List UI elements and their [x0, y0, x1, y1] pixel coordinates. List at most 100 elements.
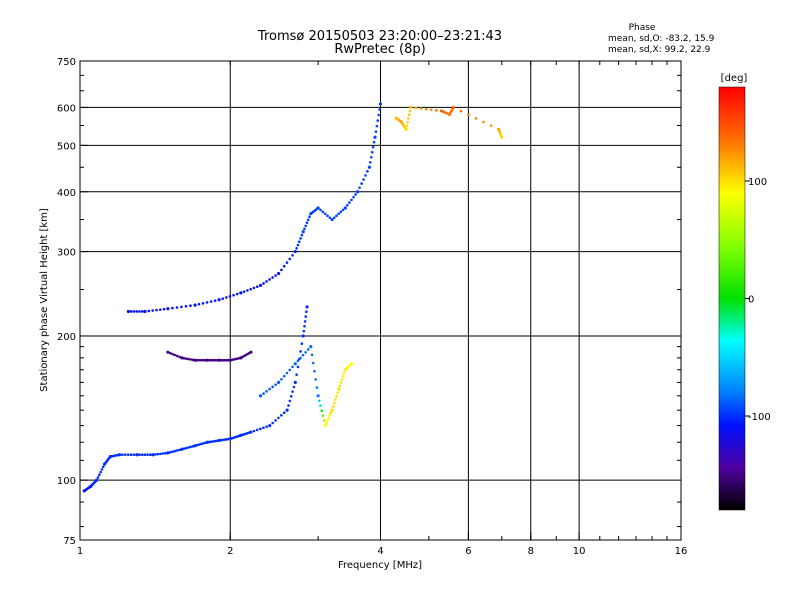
data-point: [301, 334, 305, 338]
data-point: [268, 278, 271, 281]
data-point: [99, 470, 102, 474]
data-point: [246, 289, 249, 292]
data-point: [373, 135, 377, 139]
y-tick-label: 400: [57, 188, 76, 199]
data-point: [225, 358, 228, 362]
data-point: [372, 140, 376, 144]
data-point: [217, 358, 221, 362]
data-point: [175, 449, 179, 452]
data-point: [358, 186, 361, 189]
data-point: [219, 358, 223, 362]
data-point: [140, 453, 144, 457]
data-point: [314, 378, 317, 381]
data-point: [339, 381, 343, 384]
data-point: [239, 291, 243, 295]
data-point: [424, 107, 428, 111]
data-point: [435, 109, 438, 112]
x-tick-label: 1: [77, 546, 83, 557]
data-point: [262, 282, 265, 285]
data-point: [291, 390, 294, 393]
data-point: [184, 304, 188, 308]
data-point: [375, 124, 379, 128]
data-point: [474, 117, 478, 120]
data-point: [132, 453, 136, 457]
data-point: [135, 310, 139, 313]
data-point: [164, 451, 167, 455]
y-tick-label: 300: [57, 248, 76, 259]
data-point: [316, 394, 320, 398]
data-point: [305, 310, 308, 314]
data-point: [282, 264, 286, 268]
data-point: [132, 310, 136, 313]
phase-stats-x: mean, sd,X: 99.2, 22.9: [608, 45, 711, 55]
colorbar-tick-label: 100: [748, 177, 767, 188]
data-point: [223, 358, 226, 362]
data-point: [252, 286, 256, 290]
data-point: [293, 250, 297, 254]
x-axis-label: Frequency [MHz]: [338, 560, 422, 571]
data-point: [201, 358, 205, 362]
data-point: [288, 368, 292, 372]
data-point: [189, 304, 192, 307]
data-point: [313, 369, 316, 373]
data-point: [339, 210, 343, 214]
y-tick-label: 600: [57, 103, 76, 114]
data-point: [376, 119, 380, 122]
data-point: [265, 390, 268, 393]
data-point: [258, 394, 263, 398]
data-point: [306, 218, 310, 222]
data-point: [323, 212, 327, 216]
data-point: [147, 309, 151, 313]
data-point: [184, 357, 188, 360]
data-point: [173, 449, 177, 453]
data-point: [297, 240, 301, 243]
data-point: [258, 283, 263, 288]
data-point: [175, 354, 179, 358]
data-point: [325, 421, 328, 425]
data-point: [271, 385, 274, 389]
data-point: [117, 453, 122, 457]
data-point: [255, 285, 259, 288]
data-point: [210, 440, 213, 443]
data-point: [166, 451, 170, 455]
chart-title-line1: Tromsø 20150503 23:20:00–23:21:43: [257, 29, 502, 44]
data-point: [280, 377, 283, 381]
data-point: [277, 380, 281, 384]
data-point: [277, 271, 281, 276]
data-point: [178, 355, 181, 359]
data-point: [197, 358, 201, 362]
data-point: [166, 307, 170, 311]
data-point: [268, 423, 272, 428]
colorbar-unit-label: [deg]: [721, 73, 748, 84]
data-point: [296, 359, 300, 363]
data-point: [378, 108, 381, 111]
data-point: [221, 297, 225, 300]
data-point: [173, 353, 177, 357]
data-point: [323, 423, 327, 428]
data-point: [301, 353, 305, 357]
data-point: [268, 387, 271, 391]
data-point: [333, 401, 336, 405]
data-point: [334, 398, 337, 401]
data-point: [407, 113, 411, 117]
data-point: [296, 365, 300, 369]
data-point: [327, 416, 330, 420]
data-point: [274, 419, 277, 422]
data-point: [98, 473, 101, 477]
data-point: [182, 447, 186, 450]
data-point: [331, 405, 335, 408]
data-point: [459, 109, 463, 113]
data-point: [349, 362, 354, 366]
data-point: [171, 450, 174, 453]
data-point: [285, 261, 289, 264]
data-point: [262, 426, 265, 430]
data-point: [364, 174, 367, 177]
data-point: [316, 206, 320, 210]
data-point: [350, 198, 353, 202]
data-point: [151, 453, 155, 457]
data-point: [343, 206, 347, 210]
data-point: [299, 350, 302, 353]
data-point: [377, 113, 380, 117]
data-point: [96, 476, 100, 479]
data-point: [265, 280, 268, 283]
